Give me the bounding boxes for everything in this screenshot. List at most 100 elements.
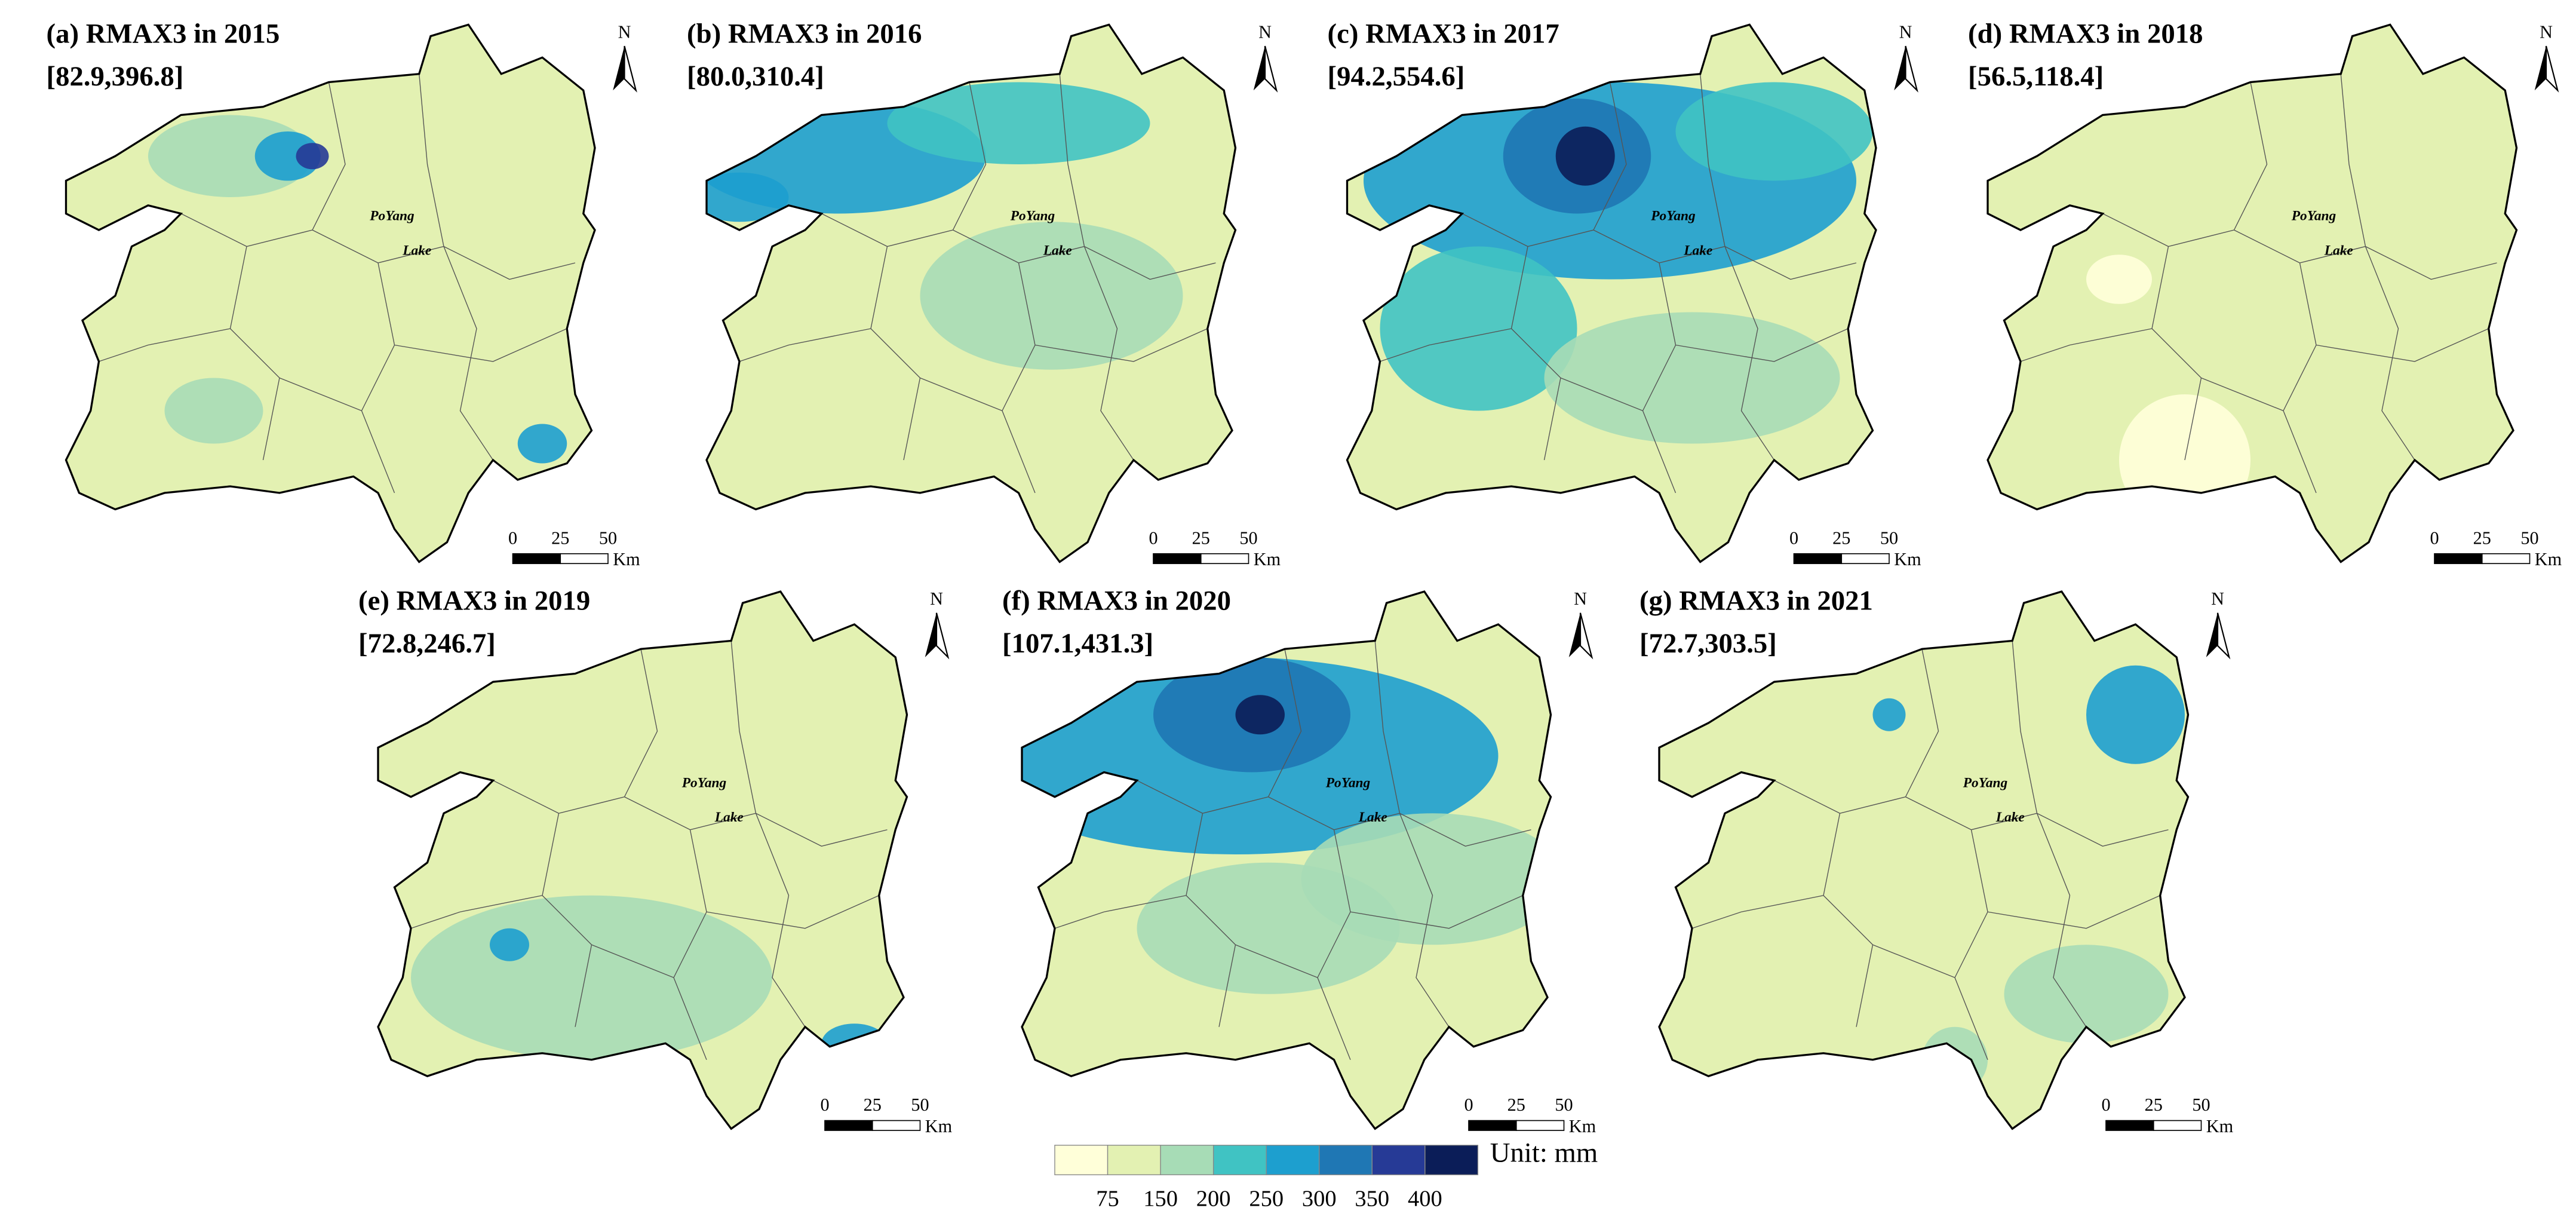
north-arrow [2534,46,2546,91]
scale-unit: Km [1569,1116,1596,1136]
scale-unit: Km [2535,549,2562,569]
scale-bar [2434,553,2483,565]
scale-bar [1153,553,1202,565]
lake-name: PoYang [1010,209,1055,224]
scale-label: 0 [820,1095,829,1115]
scale-bar [1468,1120,1517,1131]
rain-area [254,131,321,181]
legend-swatch [1107,1145,1161,1175]
county-borders [1380,73,1857,494]
rain-pattern [148,115,567,464]
lake-word: Lake [1043,243,1072,258]
north-arrow [2206,612,2218,657]
panel-range: [80.0,310.4] [687,61,824,92]
scale-label: 50 [911,1095,929,1115]
map-panel: (c) RMAX3 in 2017 [94.2,554.6] PoYang Lake N… [1328,19,1922,570]
rain-area [920,222,1183,370]
scale-label: 50 [2192,1095,2210,1115]
rain-area [1544,312,1840,444]
scale-bar [1515,1120,1565,1131]
legend-tick: 250 [1249,1187,1284,1212]
lake-name: PoYang [2291,209,2336,224]
legend-swatch [1371,1145,1426,1175]
scale-label: 50 [1555,1095,1573,1115]
legend-tick: 350 [1355,1187,1389,1212]
scale-unit: Km [2206,1116,2234,1136]
scale-label: 0 [2430,528,2439,548]
north-label: N [1258,22,1272,42]
north-label: N [1899,22,1912,42]
map-panel: (d) RMAX3 in 2018 [56.5,118.4] PoYang Lake N… [1968,19,2562,570]
north-label: N [2211,589,2224,609]
lake-word: Lake [1995,810,2025,825]
legend-swatch [1424,1145,1479,1175]
scale-label: 0 [508,528,517,548]
lake-name: PoYang [1325,775,1371,790]
rain-area [821,1023,888,1064]
legend-swatch [1054,1145,1109,1175]
scale-bar [2105,1120,2154,1131]
north-label: N [930,589,943,609]
panel-range: [72.8,246.7] [358,628,496,659]
scale-label: 0 [1789,528,1798,548]
legend-unit: Unit: mm [1490,1137,1598,1168]
county-borders [2020,73,2497,494]
scale-unit: Km [613,549,640,569]
scale-label: 50 [599,528,617,548]
rain-area [1235,695,1285,735]
lake-name: PoYang [681,775,727,790]
scale-unit: Km [1894,549,1921,569]
panel-title: (f) RMAX3 in 2020 [1002,585,1231,616]
north-arrow [1568,612,1580,657]
scale-label: 25 [864,1095,882,1115]
scale-label: 25 [1832,528,1850,548]
county-borders [1054,640,1531,1061]
rain-area [411,895,772,1060]
legend-tick: 75 [1096,1187,1119,1212]
legend-swatch [1319,1145,1373,1175]
rain-area [1922,1026,1988,1093]
north-arrow [2545,45,2559,93]
rain-area [296,143,329,170]
scale-bar [871,1120,921,1131]
lake-word: Lake [402,243,431,258]
scale-bar [2481,553,2531,565]
north-arrow [2216,612,2231,660]
county-borders [410,640,888,1061]
legend-tick: 300 [1302,1187,1337,1212]
rain-area [887,82,1150,164]
scale-label: 25 [1507,1095,1525,1115]
rain-area [164,378,263,444]
lake-name: PoYang [1963,775,2008,790]
scale-label: 25 [1192,528,1210,548]
north-arrow [1253,46,1265,91]
legend-swatch [1160,1145,1214,1175]
scale-bar [1841,553,1890,565]
panel-title: (g) RMAX3 in 2021 [1639,585,1873,616]
county-borders [739,73,1216,494]
map-panel: (f) RMAX3 in 2020 [107.1,431.3] PoYang Lake… [1002,585,1596,1136]
map-panel: (a) RMAX3 in 2015 [82.9,396.8] PoYang Lake N… [47,19,641,570]
scale-label: 50 [2520,528,2538,548]
county-borders [1691,640,2169,1061]
lake-word: Lake [2324,243,2353,258]
scale-bar [1793,553,1843,565]
rain-area [2086,255,2152,304]
scale-label: 0 [2101,1095,2110,1115]
north-arrow [624,45,637,93]
scale-label: 25 [2145,1095,2163,1115]
panel-title: (b) RMAX3 in 2016 [687,19,922,50]
panel-range: [82.9,396.8] [47,61,184,92]
panel-title: (c) RMAX3 in 2017 [1328,19,1559,50]
rain-area [1137,862,1400,994]
north-arrow [1264,45,1278,93]
panel-range: [56.5,118.4] [1968,61,2104,92]
panel-range: [72.7,303.5] [1639,628,1777,659]
county-borders [99,73,576,494]
scale-bar [2153,1120,2202,1131]
scale-bar [512,553,561,565]
rain-pattern [1364,82,1873,444]
north-label: N [618,22,631,42]
scale-label: 50 [1239,528,1257,548]
